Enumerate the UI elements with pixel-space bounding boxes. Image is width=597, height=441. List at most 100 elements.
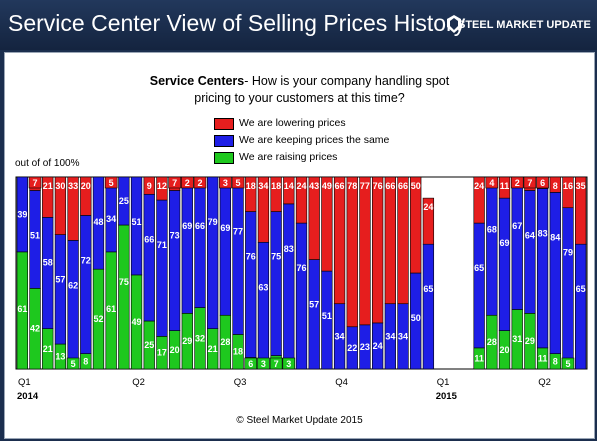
bar-keeping-14 bbox=[194, 180, 206, 308]
bar-keeping-32 bbox=[422, 243, 435, 370]
bar-lowering-26 bbox=[346, 176, 358, 328]
bar-keeping-41 bbox=[536, 188, 549, 349]
data-label-lowering-31: 50 bbox=[411, 181, 421, 191]
data-label-raising-10: 25 bbox=[144, 340, 154, 350]
legend-label-lowering: We are lowering prices bbox=[239, 117, 346, 129]
data-label-box-lowering-7 bbox=[104, 176, 118, 189]
data-label-keeping-0: 39 bbox=[17, 209, 27, 219]
header-bar: Service Center View of Selling Prices Hi… bbox=[0, 0, 597, 50]
data-label-keeping-10: 66 bbox=[144, 234, 154, 244]
data-label-box-raising-43 bbox=[561, 357, 575, 370]
data-label-keeping-15: 79 bbox=[208, 217, 218, 227]
data-label-lowering-32: 24 bbox=[423, 202, 433, 212]
bar-keeping-20 bbox=[270, 211, 282, 356]
data-label-lowering-40: 7 bbox=[527, 178, 532, 188]
data-label-box-lowering-41 bbox=[536, 176, 549, 189]
bar-lowering-29 bbox=[384, 176, 396, 305]
bar-keeping-23 bbox=[308, 259, 320, 370]
bar-lowering-19 bbox=[257, 176, 270, 243]
data-label-box-lowering-16 bbox=[219, 176, 232, 189]
data-label-box-raising-19 bbox=[257, 357, 270, 370]
bar-lowering-42 bbox=[549, 176, 561, 193]
data-label-keeping-41: 83 bbox=[538, 229, 548, 239]
bar-lowering-31 bbox=[410, 176, 422, 274]
data-label-lowering-29: 66 bbox=[385, 181, 395, 191]
data-label-box-lowering-40 bbox=[523, 176, 537, 189]
bar-keeping-43 bbox=[562, 207, 574, 360]
data-label-raising-12: 20 bbox=[170, 345, 180, 355]
x-tick-label-3: Q4 bbox=[335, 377, 348, 388]
bar-keeping-12 bbox=[168, 190, 181, 331]
data-label-keeping-3: 57 bbox=[55, 275, 65, 285]
bar-keeping-39 bbox=[511, 180, 523, 310]
bar-keeping-6 bbox=[92, 176, 105, 270]
bar-lowering-20 bbox=[270, 176, 282, 212]
data-label-lowering-21: 14 bbox=[284, 181, 294, 191]
bar-keeping-0 bbox=[16, 176, 28, 253]
data-label-keeping-14: 66 bbox=[195, 221, 205, 231]
data-label-keeping-29: 34 bbox=[385, 331, 395, 341]
bar-lowering-27 bbox=[359, 176, 371, 326]
data-label-lowering-38: 11 bbox=[500, 181, 510, 191]
data-label-box-raising-18 bbox=[244, 357, 258, 370]
data-label-box-raising-20 bbox=[269, 357, 283, 370]
data-label-raising-11: 17 bbox=[157, 348, 167, 358]
data-label-box-raising-21 bbox=[282, 357, 296, 370]
data-label-box-lowering-1 bbox=[28, 176, 42, 189]
legend-swatch-raising bbox=[214, 152, 234, 164]
bar-keeping-15 bbox=[207, 176, 219, 329]
bar-keeping-5 bbox=[80, 215, 92, 354]
chart-panel: Service Centers- How is your company han… bbox=[4, 52, 595, 439]
data-label-keeping-40: 64 bbox=[525, 230, 535, 240]
bar-keeping-3 bbox=[54, 234, 67, 345]
data-label-raising-6: 52 bbox=[93, 314, 103, 324]
chart-title-bold: Service Centers bbox=[149, 74, 245, 88]
data-label-keeping-9: 51 bbox=[132, 217, 142, 227]
legend-swatch-lowering bbox=[214, 118, 234, 130]
data-label-lowering-39: 2 bbox=[515, 178, 520, 188]
data-label-box-lowering-37 bbox=[485, 176, 499, 189]
bar-lowering-36 bbox=[473, 176, 485, 224]
year-label-0: 2014 bbox=[17, 391, 39, 402]
data-label-keeping-39: 67 bbox=[512, 221, 522, 231]
data-label-keeping-43: 79 bbox=[563, 248, 573, 258]
bar-lowering-18 bbox=[245, 176, 257, 212]
legend-swatch-keeping bbox=[214, 135, 234, 147]
data-label-raising-13: 29 bbox=[182, 336, 192, 346]
data-label-keeping-25: 34 bbox=[335, 331, 345, 341]
data-label-lowering-18: 18 bbox=[246, 181, 256, 191]
data-label-lowering-11: 12 bbox=[157, 181, 167, 191]
data-label-box-lowering-13 bbox=[181, 176, 194, 189]
data-label-lowering-41: 6 bbox=[540, 178, 545, 188]
data-label-keeping-12: 73 bbox=[170, 230, 180, 240]
data-label-keeping-22: 76 bbox=[296, 263, 306, 273]
data-label-lowering-28: 76 bbox=[373, 181, 383, 191]
brand-logo-icon bbox=[447, 15, 461, 33]
data-label-raising-1: 42 bbox=[30, 324, 40, 334]
data-label-raising-2: 21 bbox=[43, 344, 53, 354]
data-label-lowering-20: 18 bbox=[271, 181, 281, 191]
data-label-keeping-24: 51 bbox=[322, 311, 332, 321]
data-label-keeping-6: 48 bbox=[93, 217, 103, 227]
data-label-keeping-31: 50 bbox=[411, 313, 421, 323]
data-label-lowering-43: 16 bbox=[563, 181, 573, 191]
bar-lowering-3 bbox=[54, 176, 67, 235]
x-tick-label-2: Q3 bbox=[234, 377, 247, 388]
data-label-box-lowering-17 bbox=[231, 176, 245, 189]
data-label-box-lowering-39 bbox=[510, 176, 524, 189]
data-label-raising-19: 3 bbox=[261, 359, 266, 369]
data-label-lowering-24: 49 bbox=[322, 181, 332, 191]
data-label-keeping-36: 65 bbox=[474, 263, 484, 273]
data-label-raising-5: 8 bbox=[83, 356, 88, 366]
unit-label: out of of 100% bbox=[15, 158, 80, 169]
data-label-raising-15: 21 bbox=[208, 344, 218, 354]
data-label-lowering-26: 78 bbox=[347, 181, 357, 191]
bar-keeping-4 bbox=[67, 240, 79, 360]
bar-lowering-25 bbox=[333, 176, 346, 305]
bar-keeping-36 bbox=[473, 222, 485, 349]
data-label-lowering-30: 66 bbox=[398, 181, 408, 191]
data-label-keeping-30: 34 bbox=[398, 331, 408, 341]
data-label-raising-4: 5 bbox=[71, 359, 76, 369]
data-label-lowering-17: 5 bbox=[236, 178, 241, 188]
data-label-keeping-28: 24 bbox=[373, 341, 383, 351]
